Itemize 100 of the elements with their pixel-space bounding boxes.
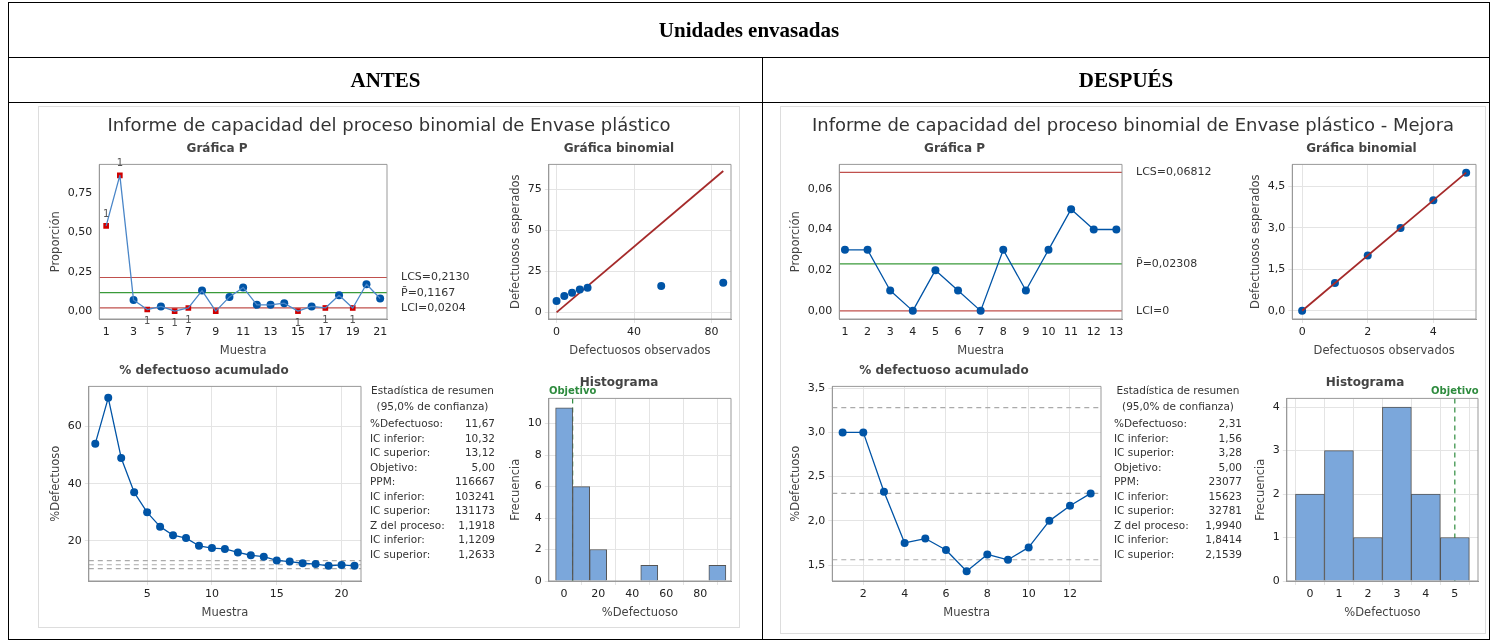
y-axis-title: Defectuosos esperados bbox=[507, 174, 522, 309]
text: IC inferior: 1,1209 bbox=[370, 533, 495, 545]
y-tick-label: 4 bbox=[534, 510, 542, 524]
x-tick-label: 60 bbox=[659, 587, 674, 601]
x-tick-label: 19 bbox=[345, 325, 360, 339]
y-tick-label: 0,25 bbox=[67, 264, 93, 278]
y-axis-title: Frecuencia bbox=[507, 458, 522, 521]
x-tick-label: 10 bbox=[1021, 587, 1036, 601]
chart-title: Gráfica P bbox=[186, 141, 248, 156]
point bbox=[285, 557, 294, 566]
point bbox=[1003, 555, 1012, 564]
x-tick-label: 15 bbox=[290, 325, 305, 339]
y-tick-label: 3,0 bbox=[1267, 220, 1286, 234]
point bbox=[976, 306, 985, 315]
point bbox=[719, 278, 728, 287]
text: IC superior: 3,28 bbox=[1114, 446, 1242, 458]
chart-title: % defectuoso acumulado bbox=[859, 363, 1029, 378]
y-tick-label: 3 bbox=[1272, 443, 1280, 457]
y-tick-label: 4,5 bbox=[1267, 179, 1286, 193]
text: IC superior: 2,1539 bbox=[1114, 547, 1242, 560]
point bbox=[311, 560, 320, 569]
x-tick-label: 2 bbox=[1364, 325, 1372, 339]
text: Unidades envasadas bbox=[8, 2, 1490, 58]
ref-line-label: LCS=0,2130 bbox=[401, 270, 470, 284]
y-tick-label: 2 bbox=[534, 542, 542, 556]
x-axis-title: Muestra bbox=[219, 343, 267, 358]
text: (95,0% de confianza) bbox=[1121, 400, 1235, 412]
point bbox=[886, 286, 895, 295]
text: DESPUÉS bbox=[762, 57, 1490, 103]
x-tick-label: 0 bbox=[553, 325, 561, 339]
x-tick-label: 40 bbox=[625, 587, 640, 601]
text: IC inferior: 103241 bbox=[370, 489, 495, 502]
y-tick-label: 75 bbox=[527, 181, 542, 195]
point bbox=[324, 561, 333, 570]
point bbox=[182, 534, 191, 543]
point bbox=[941, 546, 950, 555]
text: Objetivo: 5,00 bbox=[370, 460, 495, 473]
x-tick-label: 0 bbox=[560, 587, 568, 601]
text: IC inferior: 1,8414 bbox=[1114, 533, 1242, 545]
point bbox=[1044, 245, 1053, 254]
ref-line-label: Objetivo bbox=[1431, 384, 1479, 396]
x-tick-label: 15 bbox=[269, 587, 284, 601]
point bbox=[900, 538, 909, 547]
x-tick-label: 11 bbox=[236, 325, 251, 339]
x-tick-label: 13 bbox=[1109, 325, 1124, 339]
point bbox=[931, 266, 940, 275]
point bbox=[1089, 225, 1098, 234]
y-tick-label: 0,75 bbox=[67, 185, 93, 199]
point bbox=[220, 544, 229, 553]
y-axis-title: Defectuosos esperados bbox=[1247, 174, 1262, 309]
y-tick-label: 10 bbox=[527, 416, 542, 430]
point bbox=[840, 245, 849, 254]
y-axis-title: Proporción bbox=[47, 211, 62, 273]
y-tick-label: 0 bbox=[534, 573, 542, 587]
point bbox=[879, 487, 888, 496]
x-axis-title: Muestra bbox=[943, 605, 990, 620]
annotation: 1 bbox=[185, 313, 192, 325]
point bbox=[1086, 489, 1095, 498]
x-axis-title: Defectuosos observados bbox=[569, 343, 711, 358]
y-tick-label: 1,5 bbox=[807, 557, 826, 571]
y-tick-label: 25 bbox=[527, 264, 542, 278]
point bbox=[1045, 516, 1054, 525]
x-tick-label: 40 bbox=[627, 325, 642, 339]
ref-line-label: LCI=0,0204 bbox=[401, 300, 466, 314]
x-axis-title: Defectuosos observados bbox=[1313, 343, 1455, 358]
point bbox=[156, 522, 165, 531]
ref-line-label: LCS=0,06812 bbox=[1136, 165, 1212, 179]
y-tick-label: 0,04 bbox=[807, 222, 833, 236]
x-tick-label: 20 bbox=[591, 587, 606, 601]
x-axis-title: %Defectuoso bbox=[1344, 605, 1421, 620]
text: %Defectuoso: 2,31 bbox=[1114, 417, 1242, 429]
text: %Defectuoso: 11,67 bbox=[370, 417, 495, 429]
point bbox=[983, 550, 992, 559]
y-axis-title: Proporción bbox=[787, 211, 802, 273]
y-axis-title: %Defectuoso bbox=[787, 445, 802, 522]
text: IC inferior: 15623 bbox=[1114, 489, 1242, 502]
point bbox=[337, 560, 346, 569]
x-tick-label: 7 bbox=[184, 325, 192, 339]
text: IC inferior: 10,32 bbox=[370, 431, 495, 444]
x-axis-title: Muestra bbox=[957, 343, 1004, 358]
x-tick-label: 9 bbox=[212, 325, 220, 339]
y-tick-label: 3,5 bbox=[807, 381, 826, 395]
y-tick-label: 3,0 bbox=[807, 425, 826, 439]
y-tick-label: 40 bbox=[67, 476, 82, 490]
text: Z del proceso: 1,9940 bbox=[1114, 518, 1242, 531]
y-tick-label: 4 bbox=[1272, 399, 1280, 413]
x-tick-label: 80 bbox=[704, 325, 719, 339]
text: IC superior: 131173 bbox=[370, 504, 495, 516]
y-tick-label: 0,00 bbox=[807, 303, 833, 317]
x-tick-label: 0 bbox=[1306, 587, 1314, 601]
chart-title: % defectuoso acumulado bbox=[119, 363, 289, 378]
point bbox=[859, 428, 868, 437]
y-tick-label: 60 bbox=[67, 419, 82, 433]
annotation: 1 bbox=[171, 316, 178, 328]
y-tick-label: 20 bbox=[67, 533, 82, 547]
point bbox=[169, 531, 178, 540]
y-tick-label: 50 bbox=[527, 223, 542, 237]
y-tick-label: 2 bbox=[1272, 486, 1280, 500]
text: Objetivo: 5,00 bbox=[1114, 460, 1242, 473]
point bbox=[568, 288, 577, 297]
